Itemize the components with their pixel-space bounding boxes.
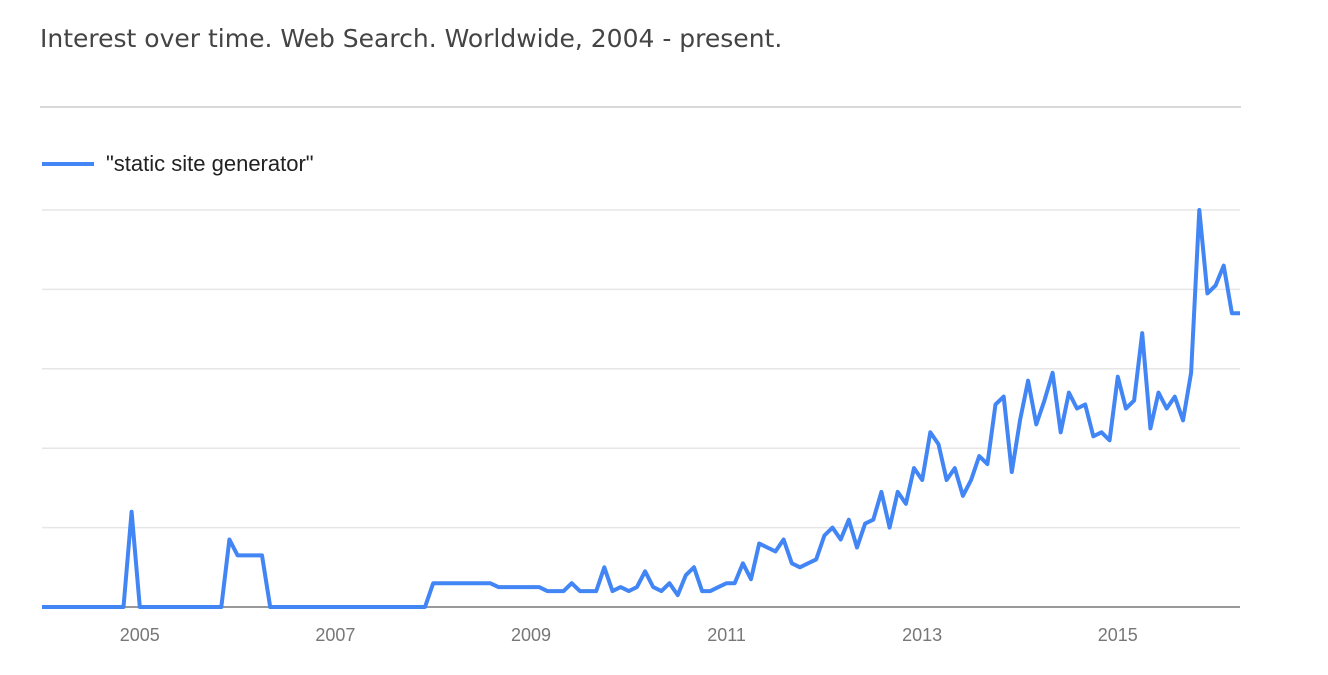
x-tick-label: 2007 bbox=[315, 625, 355, 645]
legend-label: "static site generator" bbox=[106, 151, 314, 176]
x-tick-label: 2011 bbox=[707, 625, 746, 645]
series-line bbox=[42, 208, 1240, 609]
x-tick-label: 2005 bbox=[120, 625, 160, 645]
chart-title: Interest over time. Web Search. Worldwid… bbox=[40, 24, 782, 53]
x-tick-label: 2013 bbox=[902, 625, 942, 645]
x-tick-label: 2015 bbox=[1098, 625, 1138, 645]
x-tick-label: 2009 bbox=[511, 625, 551, 645]
